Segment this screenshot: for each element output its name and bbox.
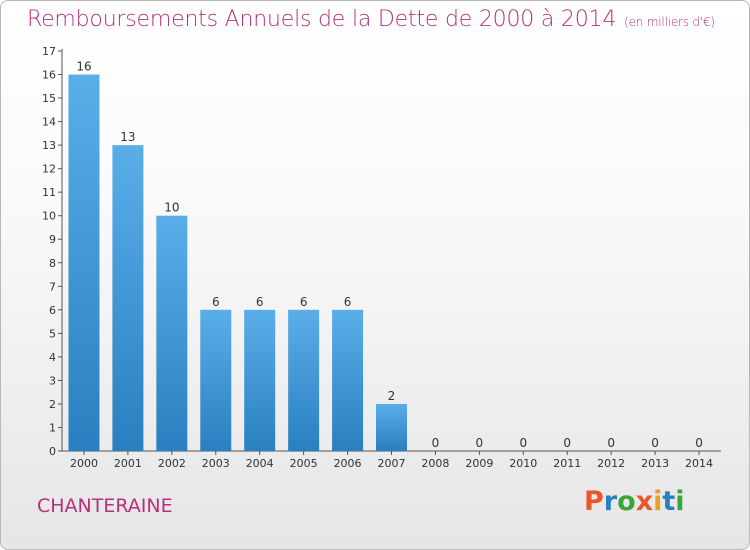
x-tick-label: 2007 bbox=[378, 457, 406, 470]
y-tick-label: 8 bbox=[49, 257, 56, 270]
x-tick-label: 2000 bbox=[70, 457, 98, 470]
data-label: 2 bbox=[388, 389, 396, 403]
logo-letter: t bbox=[662, 486, 676, 517]
commune-name: CHANTERAINE bbox=[37, 495, 173, 517]
x-tick-label: 2006 bbox=[334, 457, 362, 470]
y-tick-label: 3 bbox=[49, 374, 56, 387]
data-label: 13 bbox=[120, 130, 135, 144]
x-tick-label: 2013 bbox=[641, 457, 669, 470]
bar bbox=[332, 309, 364, 451]
y-tick-label: 6 bbox=[49, 304, 56, 317]
data-label: 6 bbox=[256, 295, 264, 309]
data-label: 0 bbox=[432, 436, 440, 450]
proxiti-logo: Proxiti bbox=[584, 486, 685, 517]
data-label: 0 bbox=[563, 436, 571, 450]
x-tick-label: 2012 bbox=[597, 457, 625, 470]
data-label: 0 bbox=[476, 436, 484, 450]
x-tick-label: 2014 bbox=[685, 457, 713, 470]
y-tick-label: 0 bbox=[49, 445, 56, 458]
bar bbox=[244, 309, 276, 451]
y-tick-label: 7 bbox=[49, 280, 56, 293]
y-tick-label: 16 bbox=[42, 69, 56, 82]
x-tick-label: 2008 bbox=[421, 457, 449, 470]
x-tick-label: 2002 bbox=[158, 457, 186, 470]
x-tick-label: 2010 bbox=[509, 457, 537, 470]
bar bbox=[68, 74, 100, 451]
x-tick-label: 2003 bbox=[202, 457, 230, 470]
data-label: 10 bbox=[164, 201, 179, 215]
y-tick-label: 12 bbox=[42, 163, 56, 176]
data-label: 0 bbox=[695, 436, 703, 450]
logo-letter: r bbox=[603, 486, 618, 517]
bars: 16 13 10 6 6 6 6 2 0 0 0 0 0 0 0 bbox=[68, 60, 703, 451]
bar bbox=[112, 145, 144, 451]
y-tick-label: 10 bbox=[42, 210, 56, 223]
y-tick-label: 14 bbox=[42, 116, 56, 129]
y-tick-label: 1 bbox=[49, 421, 56, 434]
data-label: 16 bbox=[76, 60, 91, 74]
y-tick-label: 17 bbox=[42, 45, 56, 58]
bar bbox=[288, 309, 320, 451]
data-label: 6 bbox=[300, 295, 308, 309]
x-tick-label: 2001 bbox=[114, 457, 142, 470]
bar bbox=[156, 215, 188, 451]
x-tick-label: 2009 bbox=[465, 457, 493, 470]
data-label: 0 bbox=[519, 436, 527, 450]
data-label: 6 bbox=[212, 295, 220, 309]
y-tick-label: 2 bbox=[49, 398, 56, 411]
y-tick-label: 5 bbox=[49, 327, 56, 340]
data-label: 0 bbox=[607, 436, 615, 450]
logo-letter: i bbox=[675, 486, 685, 517]
chart-title-text: Remboursements Annuels de la Dette de 20… bbox=[27, 7, 617, 32]
bar bbox=[376, 403, 407, 451]
y-tick-label: 4 bbox=[49, 351, 56, 364]
x-tick-label: 2004 bbox=[246, 457, 274, 470]
data-label: 0 bbox=[651, 436, 659, 450]
logo-letter: o bbox=[617, 486, 636, 517]
bar bbox=[200, 309, 232, 451]
logo-letter: P bbox=[584, 486, 604, 517]
y-tick-label: 15 bbox=[42, 92, 56, 105]
chart-title: Remboursements Annuels de la Dette de 20… bbox=[27, 7, 715, 32]
y-tick-label: 9 bbox=[49, 233, 56, 246]
chart-unit: (en milliers d'€) bbox=[624, 15, 715, 29]
x-tick-label: 2005 bbox=[290, 457, 318, 470]
y-tick-label: 11 bbox=[42, 186, 56, 199]
logo-letter: x bbox=[635, 486, 654, 517]
y-tick-label: 13 bbox=[42, 139, 56, 152]
x-tick-label: 2011 bbox=[553, 457, 581, 470]
data-label: 6 bbox=[344, 295, 352, 309]
logo-letter: i bbox=[653, 486, 663, 517]
